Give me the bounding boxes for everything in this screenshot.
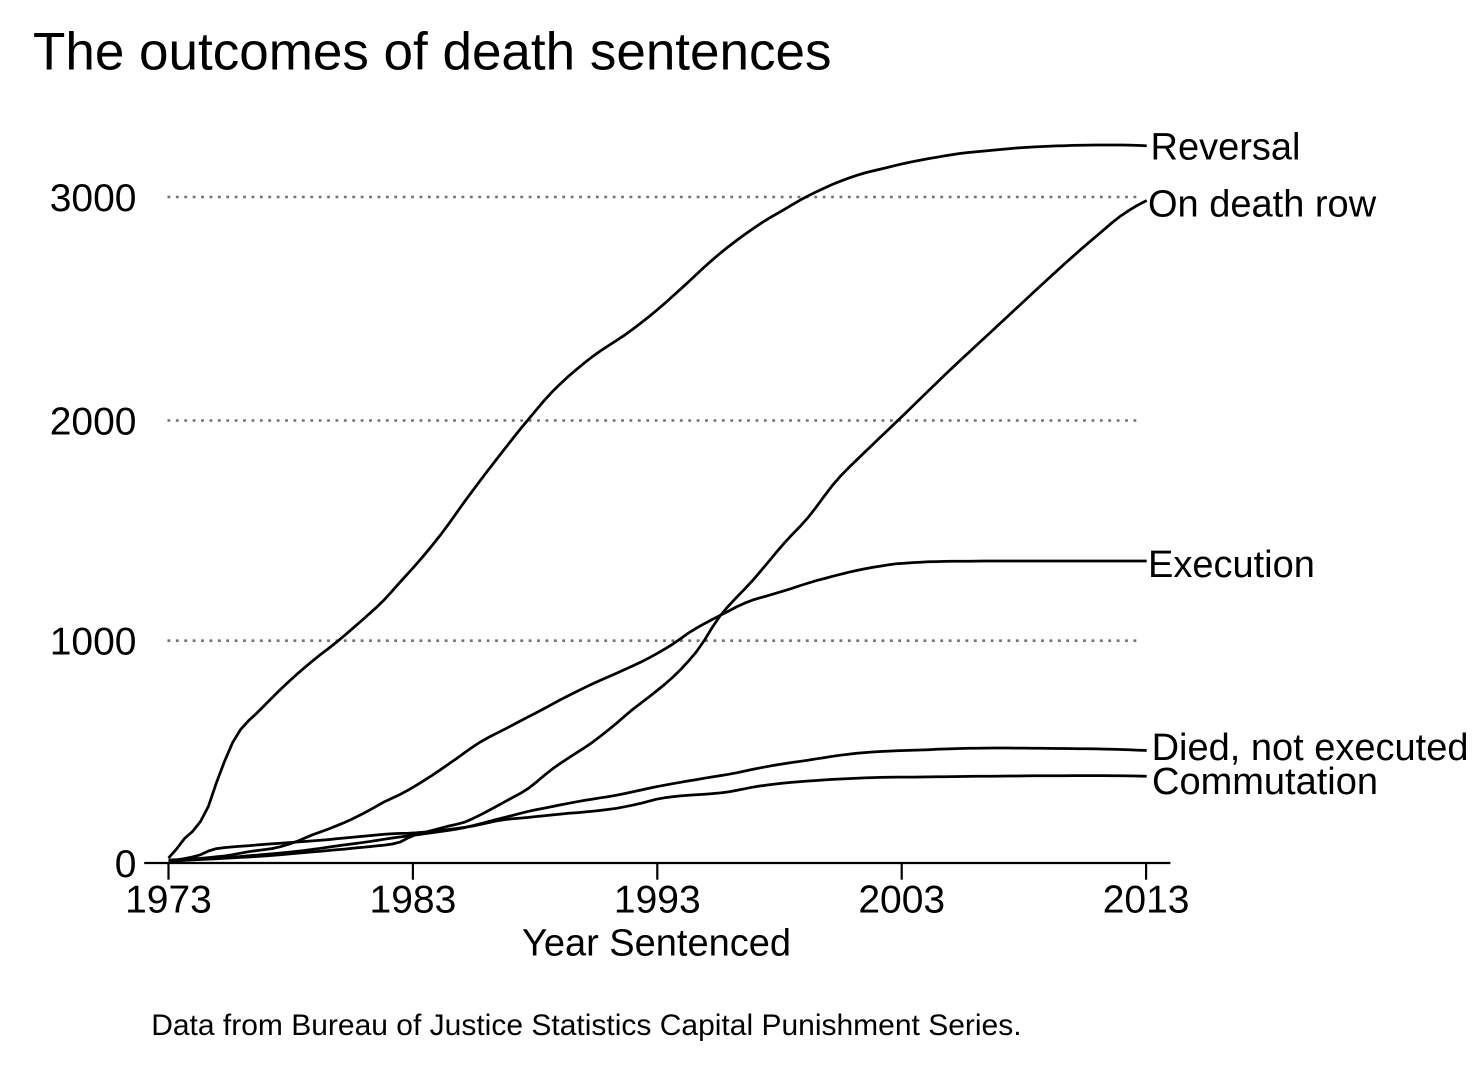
svg-text:Died, not executed: Died, not executed bbox=[1152, 727, 1469, 769]
svg-text:Execution: Execution bbox=[1148, 544, 1315, 586]
svg-text:The outcomes of death sentence: The outcomes of death sentences bbox=[33, 23, 831, 82]
svg-text:Data from Bureau of Justice St: Data from Bureau of Justice Statistics C… bbox=[151, 1009, 1021, 1042]
svg-text:3000: 3000 bbox=[50, 177, 137, 220]
svg-text:0: 0 bbox=[115, 843, 137, 886]
svg-text:2013: 2013 bbox=[1103, 879, 1190, 922]
svg-text:2000: 2000 bbox=[50, 401, 137, 444]
svg-text:2003: 2003 bbox=[858, 879, 945, 922]
svg-text:Commutation: Commutation bbox=[1152, 761, 1378, 803]
svg-text:1983: 1983 bbox=[370, 879, 457, 922]
svg-text:1000: 1000 bbox=[50, 621, 137, 664]
svg-text:On death row: On death row bbox=[1148, 183, 1377, 225]
svg-text:1973: 1973 bbox=[125, 879, 212, 922]
svg-text:1993: 1993 bbox=[614, 879, 701, 922]
svg-text:Year Sentenced: Year Sentenced bbox=[522, 923, 791, 965]
svg-text:Reversal: Reversal bbox=[1151, 127, 1301, 169]
